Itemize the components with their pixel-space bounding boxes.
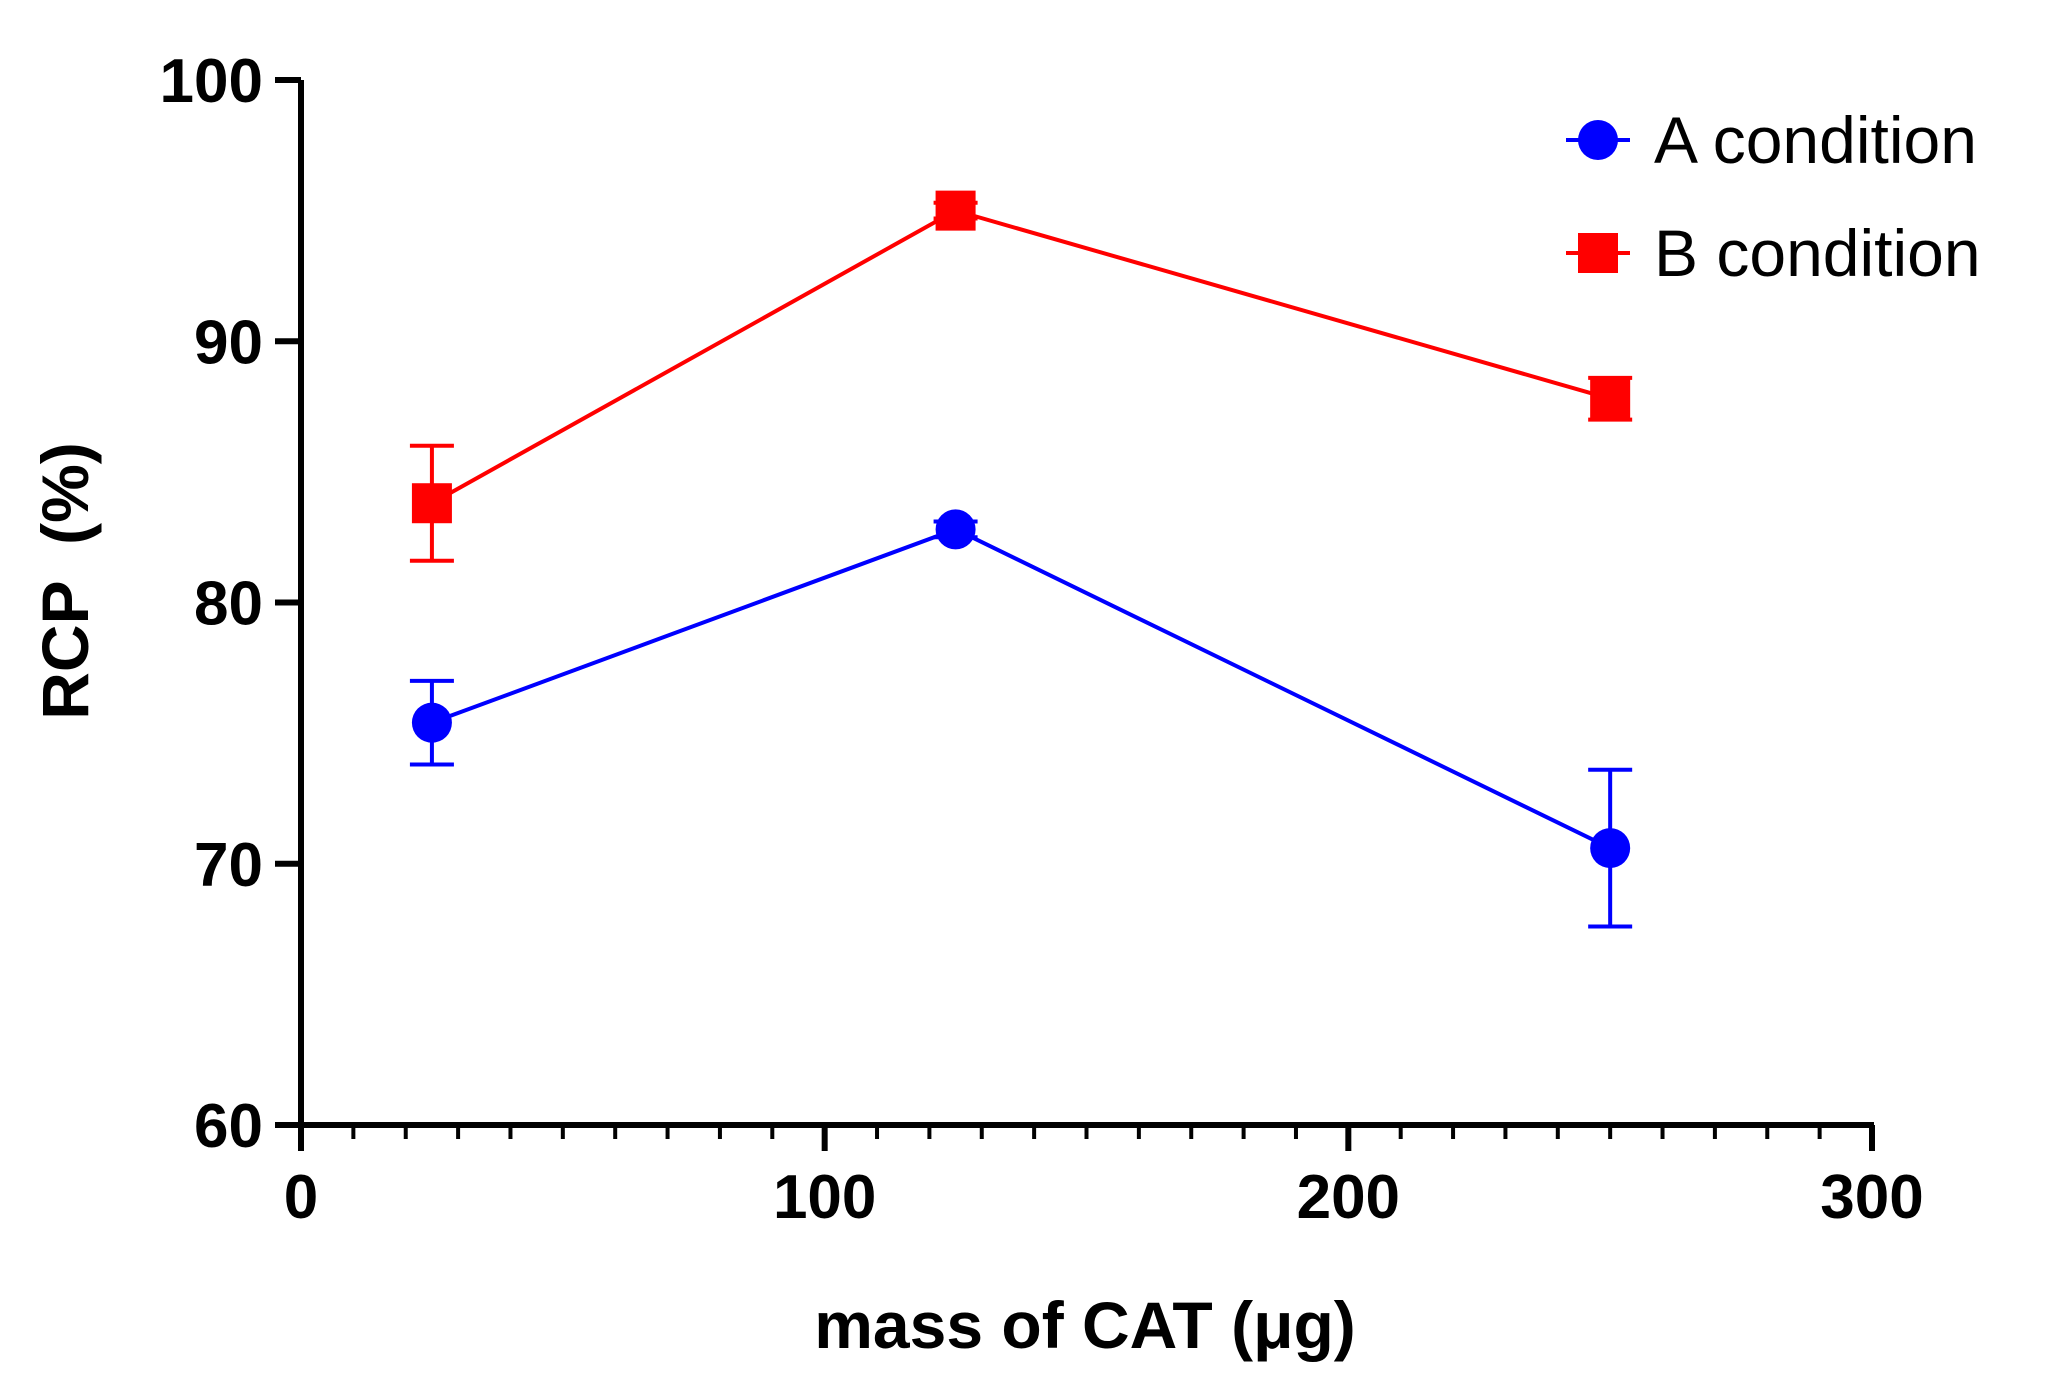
- y-tick-label: 90: [194, 308, 263, 377]
- legend-marker: [1578, 233, 1618, 273]
- series-b: [409, 190, 1633, 563]
- x-tick-label: 0: [284, 1163, 318, 1232]
- series-a: [409, 509, 1633, 929]
- x-tick-label: 100: [773, 1163, 876, 1232]
- data-point: [411, 483, 452, 524]
- data-point: [411, 702, 452, 743]
- legend-entry-b: B condition: [1566, 216, 1981, 290]
- x-tick-label: 300: [1820, 1163, 1923, 1232]
- legend-marker: [1578, 120, 1618, 160]
- ticks: 0 100 200 300 60 70 80 90 100: [160, 47, 1924, 1232]
- legend: A condition B condition: [1566, 103, 1981, 290]
- legend-entry-a: A condition: [1566, 103, 1977, 177]
- data-point: [935, 190, 976, 231]
- y-tick-label: 70: [194, 831, 263, 900]
- y-tick-label: 80: [194, 570, 263, 639]
- data-point: [1590, 828, 1631, 869]
- series-line: [430, 208, 1611, 505]
- x-axis-title: mass of CAT (μg): [814, 1288, 1356, 1362]
- series-layer: [409, 190, 1633, 929]
- legend-label: B condition: [1654, 216, 1981, 290]
- legend-label: A condition: [1654, 103, 1977, 177]
- axes: [298, 80, 1874, 1128]
- data-point: [1590, 378, 1631, 419]
- y-tick-label: 60: [194, 1092, 263, 1161]
- y-axis-title: RCP (%): [28, 442, 102, 719]
- y-tick-label: 100: [160, 47, 263, 116]
- series-line: [431, 527, 1612, 850]
- data-point: [935, 509, 976, 550]
- x-tick-label: 200: [1297, 1163, 1400, 1232]
